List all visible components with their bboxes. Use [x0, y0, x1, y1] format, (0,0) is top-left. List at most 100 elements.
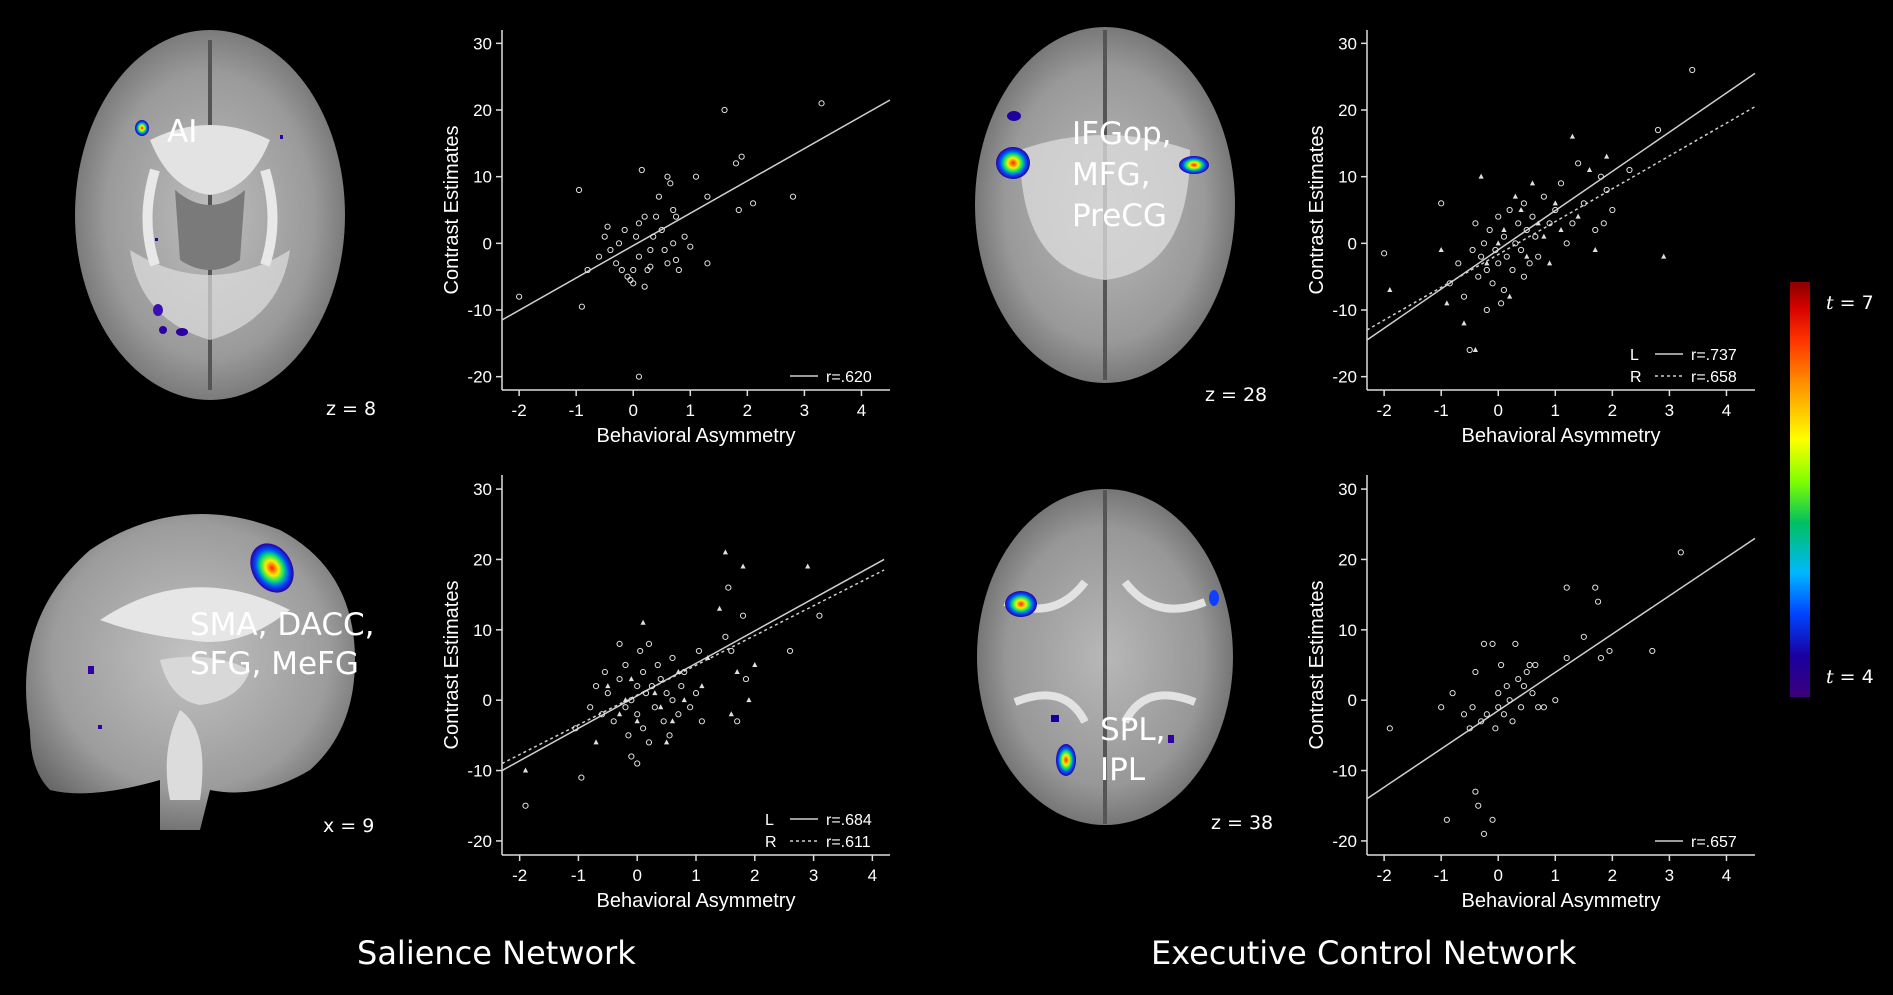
regression-line-solid [501, 99, 891, 321]
data-point-circle [1597, 173, 1605, 180]
data-point-circle [658, 226, 665, 234]
data-point-circle [592, 683, 600, 690]
data-point-circle [655, 193, 663, 200]
data-point-circle [1535, 253, 1542, 260]
data-point-circle [1506, 697, 1513, 704]
x-tick-label: 1 [691, 866, 700, 885]
data-point-triangle [1586, 167, 1593, 172]
data-point-circle [704, 260, 711, 267]
data-point-circle [1654, 126, 1662, 134]
colorbar-top-label: t = 7 [1826, 292, 1874, 314]
legend-text: r=.658 [1691, 369, 1737, 386]
data-point-circle [1509, 266, 1516, 274]
data-point-circle [1515, 220, 1522, 227]
data-point-triangle [664, 739, 670, 745]
data-point-circle [1438, 704, 1445, 711]
legend-text: r=.620 [826, 369, 872, 386]
x-tick-label: 4 [1722, 866, 1731, 885]
data-point-circle [650, 233, 657, 240]
data-point-triangle [605, 683, 611, 689]
data-point-circle [1580, 633, 1587, 640]
x-tick-label: 2 [743, 401, 752, 420]
data-point-circle [666, 732, 673, 739]
regression-line-solid [501, 558, 885, 772]
data-point-circle [1517, 704, 1525, 711]
data-point-circle [1500, 233, 1508, 240]
data-point-triangle [1507, 293, 1513, 299]
data-point-triangle [1495, 240, 1501, 246]
x-tick-label: 1 [686, 401, 695, 420]
colorbar-bottom-label: t = 4 [1826, 666, 1874, 688]
region-label-spl-line1: SPL, [1100, 712, 1166, 748]
y-axis-label: Contrast Estimates [441, 126, 463, 295]
legend-letter: L [765, 812, 774, 829]
data-point-circle [1500, 286, 1508, 294]
data-point-circle [1552, 206, 1559, 214]
data-point-triangle [1552, 200, 1558, 206]
data-point-circle [663, 690, 670, 697]
data-point-circle [1532, 233, 1539, 240]
data-point-circle [1546, 220, 1553, 227]
data-point-circle [1506, 206, 1513, 214]
data-point-circle [1495, 213, 1502, 220]
data-point-triangle [669, 718, 676, 724]
x-tick-label: -2 [1377, 866, 1392, 885]
x-tick-label: 0 [1494, 401, 1503, 420]
data-point-circle [1512, 640, 1519, 647]
data-point-circle [1469, 246, 1476, 254]
data-point-circle [1540, 704, 1547, 711]
y-tick-label: -20 [1332, 832, 1357, 851]
data-point-circle [721, 106, 728, 114]
data-point-circle [1492, 246, 1499, 254]
y-tick-label: -10 [1332, 301, 1357, 320]
data-point-circle [667, 180, 674, 187]
data-point-circle [1497, 300, 1505, 307]
data-point-circle [1520, 273, 1528, 280]
x-tick-label: 1 [1551, 866, 1560, 885]
data-point-circle [630, 266, 637, 274]
data-point-circle [816, 612, 823, 619]
data-point-circle [1495, 690, 1502, 697]
data-point-circle [635, 373, 643, 380]
data-point-circle [622, 704, 629, 711]
data-point-triangle [1569, 133, 1576, 139]
data-point-circle [681, 233, 688, 240]
data-point-triangle [681, 697, 687, 703]
data-point-circle [1563, 240, 1570, 247]
x-tick-label: 3 [809, 866, 818, 885]
data-point-circle [1446, 280, 1453, 287]
data-point-circle [1512, 240, 1519, 247]
data-point-triangle [640, 619, 646, 625]
data-point-circle [634, 760, 641, 767]
data-point-circle [742, 675, 750, 683]
data-point-circle [1449, 690, 1456, 697]
data-point-circle [786, 647, 794, 655]
data-point-circle [578, 774, 585, 781]
data-point-circle [1486, 226, 1493, 234]
data-point-circle [672, 256, 680, 264]
x-tick-label: 2 [1608, 401, 1617, 420]
data-point-triangle [716, 605, 723, 611]
data-point-circle [681, 668, 688, 676]
region-label-ifg-line3: PreCG [1072, 198, 1167, 234]
data-point-circle [734, 718, 741, 725]
data-point-circle [637, 647, 644, 655]
slice-label-spl: z = 38 [1211, 812, 1274, 834]
data-point-circle [1503, 253, 1510, 260]
data-point-triangle [1484, 260, 1490, 266]
data-point-circle [675, 711, 682, 718]
region-label-spl-line2: IPL [1100, 752, 1146, 788]
data-point-circle [625, 732, 632, 739]
x-axis-label: Behavioral Asymmetry [1462, 425, 1661, 447]
slice-label-ai: z = 8 [326, 398, 377, 420]
legend-text: r=.611 [826, 834, 871, 851]
data-point-triangle [634, 718, 640, 724]
data-point-circle [678, 683, 685, 690]
data-point-circle [739, 612, 747, 619]
regression-line-dotted [501, 569, 885, 765]
data-point-circle [1689, 66, 1696, 74]
legend-text: r=.684 [826, 812, 872, 829]
data-point-circle [1569, 220, 1576, 227]
